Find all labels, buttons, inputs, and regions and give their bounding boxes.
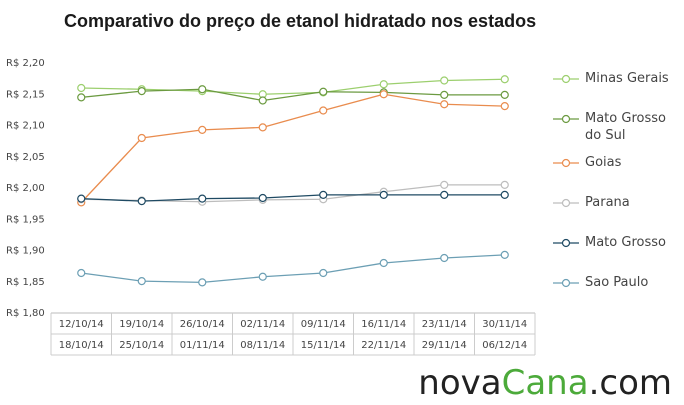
data-point (258, 193, 267, 203)
data-point (379, 190, 388, 199)
x-tick-label: 23/11/14 (422, 319, 467, 330)
y-tick-label: R$ 2,00 (6, 183, 45, 194)
y-tick-label: R$ 2,15 (6, 89, 45, 100)
data-point (319, 268, 328, 278)
x-tick-label: 19/10/14 (119, 319, 164, 330)
legend-marker (553, 114, 579, 124)
logo: novaCana.com (418, 363, 672, 403)
data-point (258, 272, 267, 281)
legend-label: Parana (585, 195, 630, 210)
x-tick-label: 25/10/14 (119, 340, 164, 351)
x-tick-label: 26/10/14 (180, 319, 225, 330)
legend-item: Sao Paulo (553, 274, 677, 291)
y-tick-label: R$ 2,20 (6, 58, 45, 69)
legend-marker (553, 238, 579, 248)
data-point (198, 125, 207, 134)
y-tick-label: R$ 2,10 (6, 121, 45, 132)
data-point (198, 278, 207, 287)
legend-dot (561, 74, 571, 84)
data-point (137, 277, 146, 286)
data-point (137, 133, 146, 143)
data-point (440, 100, 449, 109)
data-point (258, 123, 267, 132)
data-point (379, 80, 388, 89)
legend-label: Mato Grosso (585, 235, 666, 250)
series-line (81, 194, 505, 202)
data-point (198, 85, 207, 94)
x-tick-label: 12/10/14 (59, 319, 104, 330)
data-point (137, 87, 146, 96)
y-tick-label: R$ 1,80 (6, 308, 45, 319)
legend-dot (561, 238, 571, 248)
series-line (80, 93, 505, 203)
chart-title: Comparativo do preço de etanol hidratado… (64, 11, 536, 31)
legend-dot (561, 158, 571, 168)
data-point (319, 87, 328, 96)
x-tick-label: 06/12/14 (482, 340, 527, 351)
data-point (440, 180, 449, 189)
legend-dot (561, 114, 571, 124)
data-point (500, 75, 509, 84)
legend-item: Goias (553, 154, 677, 171)
data-point (440, 190, 449, 199)
x-tick-label: 22/11/14 (361, 340, 406, 351)
data-point (440, 253, 449, 263)
x-tick-label: 18/10/14 (59, 340, 104, 351)
legend-label: Goias (585, 155, 622, 170)
x-tick-label: 29/11/14 (422, 340, 467, 351)
x-tick-label: 30/11/14 (482, 319, 527, 330)
logo-part: .com (589, 363, 672, 403)
y-tick-label: R$ 1,90 (6, 246, 45, 257)
data-point (77, 268, 86, 278)
legend-item: Mato Grosso (553, 234, 677, 251)
data-point (77, 93, 86, 102)
data-point (379, 258, 388, 268)
data-point (440, 90, 449, 99)
x-tick-label: 15/11/14 (301, 340, 346, 351)
legend-marker (553, 278, 579, 288)
legend-dot (561, 278, 571, 288)
series-line (81, 78, 505, 95)
logo-part: nova (418, 363, 501, 403)
legend-label: Sao Paulo (585, 275, 649, 290)
data-point (77, 194, 86, 203)
x-tick-label: 02/11/14 (240, 319, 285, 330)
legend-marker (553, 198, 579, 208)
data-point (319, 106, 328, 115)
data-point (198, 194, 207, 203)
data-point (500, 102, 509, 111)
y-tick-label: R$ 2,05 (6, 152, 45, 163)
logo-part: Cana (502, 363, 589, 403)
data-point (379, 90, 388, 99)
x-tick-label: 08/11/14 (240, 340, 285, 351)
x-tick-label: 09/11/14 (301, 319, 346, 330)
y-tick-label: R$ 1,85 (6, 277, 45, 288)
data-point (500, 250, 509, 259)
series-line (81, 88, 505, 102)
data-point (319, 190, 328, 199)
legend-dot (561, 198, 571, 208)
x-tick-label: 01/11/14 (180, 340, 225, 351)
legend-marker (553, 158, 579, 168)
legend-label: Minas Gerais (585, 71, 669, 86)
legend-item: Minas Gerais (553, 70, 677, 87)
data-point (258, 96, 267, 105)
data-point (500, 90, 509, 99)
legend-item: Parana (553, 194, 677, 211)
legend-label: Mato Grosso do Sul (585, 111, 666, 143)
legend-marker (553, 74, 579, 84)
series-line (81, 254, 505, 284)
data-point (77, 83, 86, 93)
legend-item: Mato Grosso do Sul (553, 110, 677, 144)
x-tick-label: 16/11/14 (361, 319, 406, 330)
y-tick-label: R$ 1,95 (6, 214, 45, 225)
data-point (500, 180, 509, 189)
data-point (440, 76, 449, 85)
data-point (500, 190, 509, 199)
data-point (137, 197, 146, 206)
